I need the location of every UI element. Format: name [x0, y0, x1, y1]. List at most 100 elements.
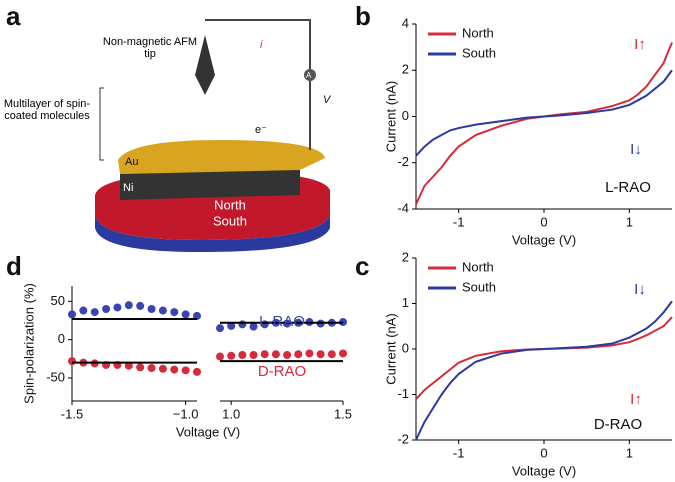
y-axis-label: Current (nA)	[383, 313, 398, 385]
data-point	[170, 365, 179, 374]
data-point	[216, 324, 224, 333]
y-tick-label: -50	[46, 369, 65, 384]
panel-label: b	[355, 1, 371, 31]
annotation: D-RAO	[258, 363, 306, 380]
x-axis-label: Voltage (V)	[512, 232, 576, 247]
data-point	[260, 350, 269, 359]
data-point	[170, 308, 179, 317]
data-point	[238, 351, 247, 359]
y-axis-label: Current (nA)	[383, 81, 398, 153]
x-tick-label: -1	[453, 214, 465, 229]
annotation: I↓	[630, 141, 642, 158]
tip-label: Non-magnetic AFM tip	[102, 36, 198, 60]
data-point	[136, 363, 145, 372]
legend-label: South	[462, 45, 496, 60]
data-point	[181, 366, 190, 375]
data-point	[227, 321, 236, 330]
data-point	[327, 350, 336, 359]
y-tick-label: 2	[402, 62, 409, 77]
x-tick-label: -1.5	[61, 406, 83, 421]
data-point	[193, 311, 201, 320]
electron-label: e⁻	[255, 124, 267, 136]
magnet-south	[95, 215, 330, 252]
data-point	[249, 351, 258, 359]
data-point	[147, 305, 156, 313]
data-point	[68, 357, 76, 366]
tip-label-box: Non-magnetic AFM tip	[102, 36, 198, 60]
ammeter-icon	[304, 69, 316, 81]
legend-label: South	[462, 279, 496, 294]
y-tick-label: 0	[402, 340, 409, 355]
y-tick-label: 1	[402, 295, 409, 310]
nickel-layer	[120, 168, 300, 200]
data-point	[124, 301, 133, 310]
x-axis-label: Voltage (V)	[512, 463, 576, 478]
x-tick-label: -1	[453, 445, 465, 460]
y-tick-label: 2	[402, 249, 409, 264]
data-point	[147, 364, 156, 373]
data-point	[294, 350, 303, 359]
y-tick-label: 50	[51, 293, 65, 308]
data-point	[136, 301, 145, 310]
x-tick-label: 1	[626, 214, 633, 229]
data-point	[181, 310, 190, 319]
annotation: I↓	[634, 281, 646, 298]
annotation: L-RAO	[259, 313, 305, 330]
series-line	[415, 316, 673, 400]
x-tick-label: 1.0	[222, 406, 240, 421]
y-tick-label: -2	[397, 431, 409, 446]
data-point	[158, 364, 167, 373]
south-label: South	[213, 213, 247, 228]
data-point	[305, 349, 314, 358]
annotation: D-RAO	[594, 416, 642, 433]
y-tick-label: 0	[58, 331, 65, 346]
panel-label: a	[6, 1, 21, 31]
series-line	[415, 69, 673, 157]
multilayer-label: Multilayer of spin-coated molecules	[3, 98, 91, 122]
data-point	[90, 308, 99, 317]
current-label: i	[260, 39, 263, 51]
data-point	[79, 306, 88, 315]
data-point	[271, 350, 280, 359]
x-tick-label: 0	[540, 445, 547, 460]
data-point	[113, 303, 122, 312]
x-tick-label: 1	[626, 445, 633, 460]
gold-label: Au	[125, 156, 138, 168]
afm-tip	[195, 35, 215, 95]
ammeter-label: A	[306, 71, 312, 80]
multilayer-label-box: Multilayer of spin-coated molecules	[3, 98, 91, 122]
data-point	[158, 306, 167, 315]
bracket	[99, 87, 104, 161]
annotation: I↑	[630, 391, 642, 408]
panel-label: d	[6, 251, 22, 281]
data-point	[249, 322, 258, 331]
x-tick-label: 0	[540, 214, 547, 229]
y-tick-label: 4	[402, 15, 409, 30]
x-tick-label: 1.5	[334, 406, 352, 421]
x-tick-label: −1.0	[173, 406, 199, 421]
device-diagram: i V A e⁻ Au Ni North South Non-magnetic …	[3, 19, 332, 252]
panel-label: c	[355, 251, 369, 281]
nickel-label: Ni	[123, 182, 133, 194]
x-axis-label: Voltage (V)	[176, 424, 240, 439]
gold-layer	[118, 140, 325, 174]
y-tick-label: -2	[397, 154, 409, 169]
data-point	[283, 351, 292, 359]
data-point	[339, 349, 347, 358]
annotation: L-RAO	[605, 179, 651, 196]
data-point	[193, 367, 201, 376]
north-label: North	[214, 197, 246, 212]
data-point	[68, 310, 76, 319]
y-axis-label: Spin-polarization (%)	[21, 283, 36, 404]
annotation: I↑	[634, 36, 646, 53]
legend-label: North	[462, 25, 494, 40]
y-tick-label: -4	[397, 200, 409, 215]
legend-label: North	[462, 259, 494, 274]
series-line	[415, 300, 673, 441]
y-tick-label: -1	[397, 386, 409, 401]
data-point	[124, 361, 133, 370]
data-point	[216, 352, 224, 361]
voltage-label: V	[323, 94, 332, 106]
circuit	[205, 19, 311, 150]
